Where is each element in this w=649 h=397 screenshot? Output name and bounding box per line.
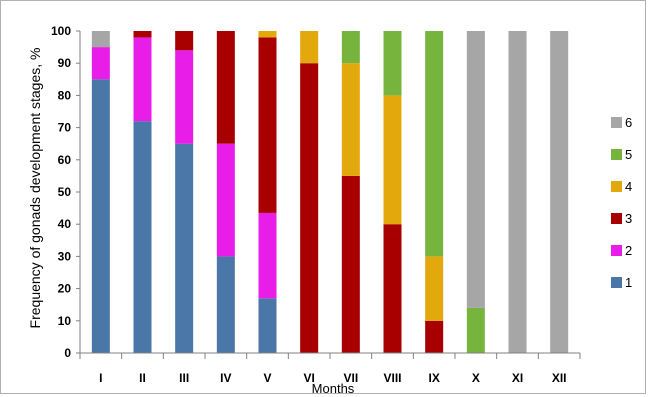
x-tick-label: X (472, 371, 480, 385)
y-tick-label: 40 (58, 217, 72, 231)
y-tick-label: 90 (58, 56, 72, 70)
bar-segment-stage-3 (425, 320, 444, 353)
x-tick-label: I (99, 371, 102, 385)
legend-label: 6 (625, 115, 632, 130)
legend-label: 4 (625, 179, 632, 194)
legend-swatch (611, 245, 622, 256)
bar-segment-stage-4 (383, 95, 402, 225)
bar-segment-stage-2 (133, 37, 152, 122)
bar-segment-stage-6 (508, 31, 527, 353)
x-tick-label: V (263, 371, 271, 385)
x-axis-label: Months (312, 381, 355, 396)
bar-segment-stage-2 (216, 143, 235, 257)
bar-segment-stage-1 (133, 121, 152, 353)
bar-segment-stage-4 (300, 31, 319, 64)
y-tick-label: 20 (58, 282, 72, 296)
legend-swatch (611, 181, 622, 192)
legend-label: 5 (625, 147, 632, 162)
bar-segment-stage-1 (258, 298, 277, 353)
bar-segment-stage-3 (300, 63, 319, 353)
y-tick-label: 30 (58, 249, 72, 263)
bar-segment-stage-4 (341, 63, 360, 176)
bar-segment-stage-5 (341, 31, 360, 64)
bar-segment-stage-2 (175, 50, 194, 144)
bar-segment-stage-5 (425, 31, 444, 257)
bar-segment-stage-4 (258, 31, 277, 38)
bar-segment-stage-3 (383, 224, 402, 353)
x-tick-label: II (139, 371, 146, 385)
legend-swatch (611, 213, 622, 224)
bars-group (91, 31, 569, 354)
legend-swatch (611, 149, 622, 160)
y-tick-label: 10 (58, 314, 72, 328)
y-tick-label: 100 (51, 24, 71, 38)
y-tick-label: 0 (64, 346, 71, 360)
bar-segment-stage-6 (550, 31, 569, 353)
x-tick-label: III (179, 371, 189, 385)
y-tick-label: 60 (58, 153, 72, 167)
legend: 6 5 4 3 2 1 (611, 115, 632, 290)
x-tick-label: VII (343, 371, 358, 385)
legend-label: 1 (625, 275, 632, 290)
legend-label: 3 (625, 211, 632, 226)
x-tick-label: VIII (383, 371, 401, 385)
bar-segment-stage-1 (175, 143, 194, 353)
x-tick-label: IX (428, 371, 439, 385)
bar-segment-stage-1 (91, 79, 110, 354)
bar-segment-stage-3 (175, 31, 194, 51)
bar-segment-stage-2 (258, 212, 277, 299)
y-tick-label: 80 (58, 88, 72, 102)
bar-segment-stage-3 (258, 37, 277, 213)
y-axis-label: Frequency of gonads development stages, … (27, 48, 43, 329)
bar-segment-stage-3 (133, 31, 152, 38)
legend-label: 2 (625, 243, 632, 258)
bar-segment-stage-1 (216, 256, 235, 353)
legend-swatch (611, 277, 622, 288)
x-tick-label: IV (220, 371, 231, 385)
x-tick-label: XII (552, 371, 567, 385)
bar-segment-stage-3 (216, 31, 235, 144)
x-tick-label: VI (303, 371, 314, 385)
legend-swatch (611, 117, 622, 128)
bar-segment-stage-6 (466, 31, 485, 308)
bar-segment-stage-3 (341, 175, 360, 353)
bar-segment-stage-6 (91, 31, 110, 48)
bar-segment-stage-4 (425, 256, 444, 321)
y-tick-label: 70 (58, 121, 72, 135)
x-tick-label: XI (512, 371, 523, 385)
bar-segment-stage-2 (91, 47, 110, 80)
bar-segment-stage-5 (466, 307, 485, 353)
bar-segment-stage-5 (383, 31, 402, 96)
y-tick-label: 50 (58, 185, 72, 199)
